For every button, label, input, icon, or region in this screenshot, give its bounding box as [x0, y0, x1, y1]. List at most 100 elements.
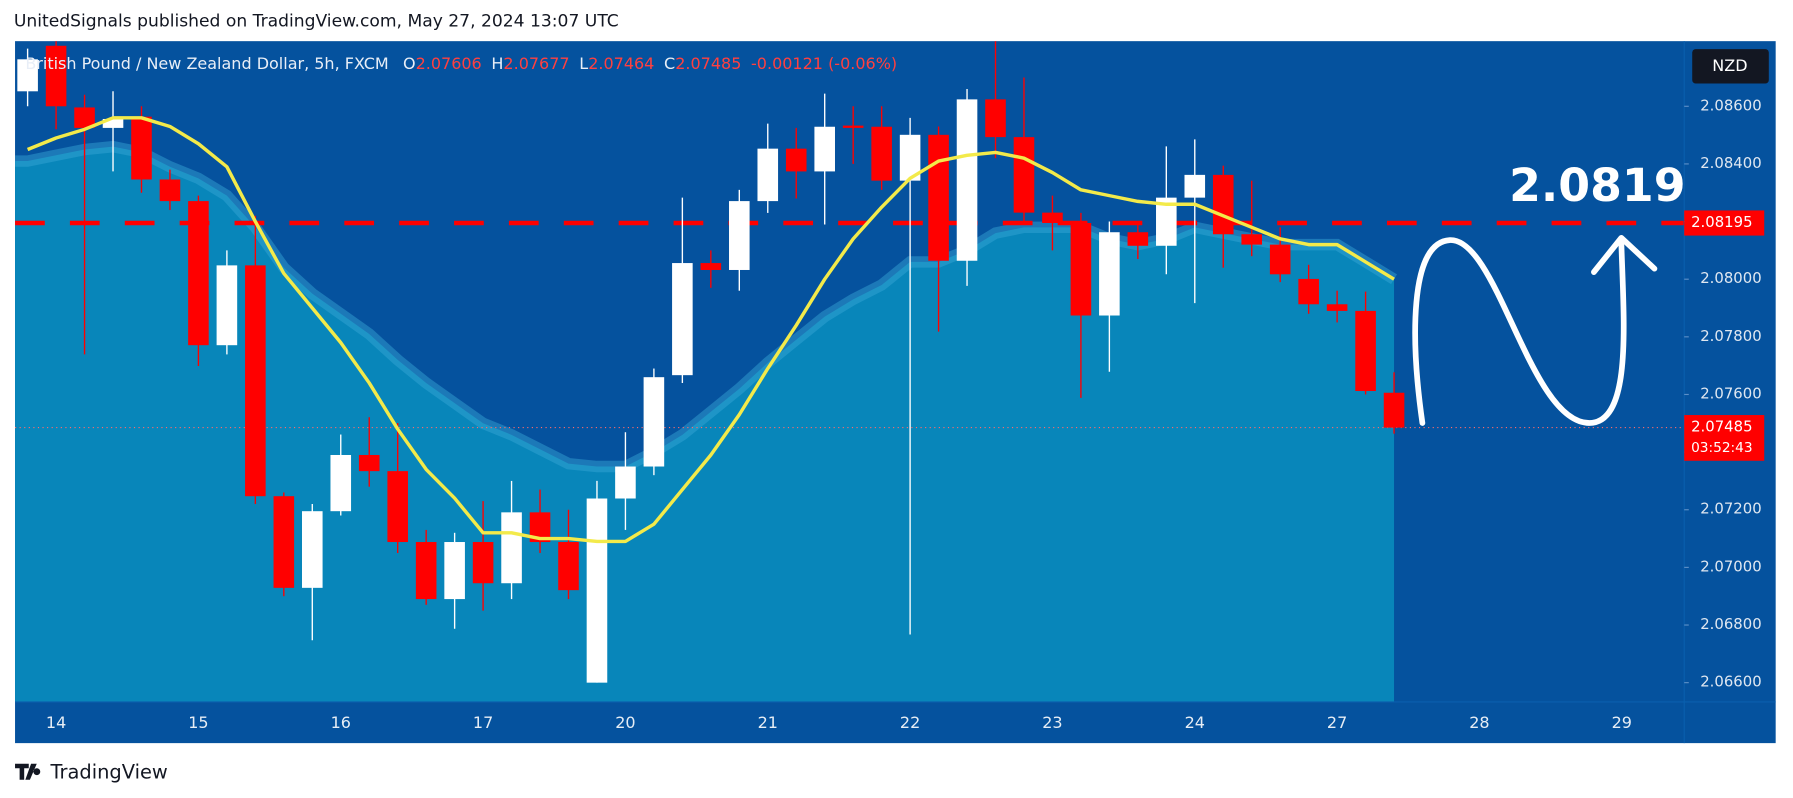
- candle-body: [529, 512, 551, 543]
- candle-body: [1355, 310, 1376, 392]
- candle-body: [757, 148, 779, 202]
- close-value: 2.07485: [675, 54, 741, 73]
- y-tick-label: 2.07600: [1700, 384, 1761, 402]
- ohlc-letter: C: [664, 54, 675, 73]
- candle-body: [672, 263, 693, 376]
- currency-box: [1692, 49, 1769, 84]
- x-tick-label: 14: [46, 713, 66, 732]
- candle-body: [415, 542, 437, 600]
- candle-body: [1326, 304, 1348, 311]
- candle-body: [216, 265, 238, 346]
- candle-body: [643, 377, 665, 467]
- candle-body: [814, 126, 835, 172]
- candle-body: [899, 134, 921, 181]
- y-tick-label: 2.07000: [1700, 557, 1761, 575]
- low-value: 2.07464: [588, 54, 654, 73]
- candle-body: [188, 201, 209, 346]
- candle-body: [1042, 212, 1063, 224]
- y-tick-label: 2.06800: [1700, 615, 1761, 633]
- ohlc-letter: H: [491, 54, 503, 73]
- candle-body: [444, 542, 465, 600]
- x-tick-label: 22: [900, 713, 920, 732]
- candle-body: [102, 118, 124, 128]
- ma-line: [26, 116, 1395, 544]
- candle-body: [871, 126, 892, 181]
- x-tick-label: 24: [1185, 713, 1205, 732]
- x-tick-label: 23: [1042, 713, 1062, 732]
- candle-body: [245, 265, 266, 497]
- candle-body: [985, 99, 1006, 138]
- ohlc-letter: O: [403, 54, 416, 73]
- candle-body: [472, 542, 494, 584]
- y-tick-label: 2.07800: [1700, 327, 1761, 345]
- candle-body: [1013, 137, 1035, 213]
- candle-body: [1383, 392, 1405, 428]
- symbol-name: British Pound / New Zealand Dollar, 5h, …: [25, 54, 388, 73]
- y-tick-label: 2.06600: [1700, 673, 1761, 691]
- candle-body: [956, 99, 978, 261]
- logo-icon: [15, 763, 41, 780]
- candle-body: [45, 45, 67, 107]
- candle-body: [842, 125, 864, 128]
- x-tick-label: 15: [188, 713, 208, 732]
- candle-body: [1269, 244, 1291, 275]
- candle-body: [17, 59, 38, 92]
- x-tick-label: 27: [1327, 713, 1347, 732]
- price-label: 2.07485: [1691, 418, 1752, 436]
- candle-body: [928, 134, 949, 261]
- y-tick-label: 2.08400: [1700, 154, 1761, 172]
- plot-area: [15, 41, 1685, 702]
- candle-body: [1241, 234, 1263, 245]
- candle-body: [273, 496, 295, 588]
- candle-body: [74, 107, 95, 128]
- candle-body: [1156, 197, 1177, 246]
- candle-body: [501, 512, 522, 584]
- candle-body: [700, 263, 722, 270]
- y-tick-label: 2.08600: [1700, 96, 1761, 114]
- candle-body: [586, 498, 608, 683]
- change-percent: (-0.06%): [828, 54, 897, 73]
- countdown: 03:52:43: [1691, 440, 1753, 456]
- candle-body: [302, 511, 323, 588]
- x-tick-label: 28: [1469, 713, 1489, 732]
- candle-body: [1127, 232, 1149, 246]
- x-tick-label: 29: [1612, 713, 1632, 732]
- candle-body: [1070, 223, 1092, 316]
- level-label: 2.08195: [1691, 213, 1752, 231]
- candle-body: [615, 466, 636, 499]
- candle-body: [729, 201, 750, 270]
- x-tick-label: 17: [473, 713, 493, 732]
- candle-body: [1099, 232, 1120, 316]
- candle-body: [558, 542, 579, 591]
- y-tick-label: 2.07200: [1700, 500, 1761, 518]
- arrow-head: [1591, 234, 1658, 275]
- candle-body: [358, 454, 380, 472]
- candle-body: [1212, 174, 1234, 235]
- candle-body: [131, 116, 152, 180]
- open-value: 2.07606: [416, 54, 482, 73]
- candle-body: [330, 454, 352, 512]
- high-value: 2.07677: [503, 54, 569, 73]
- level-label-box: [1684, 210, 1765, 236]
- ma-cloud: [15, 146, 1395, 702]
- logo-text: TradingView: [49, 760, 167, 783]
- price-label-box: [1684, 415, 1765, 461]
- currency: NZD: [1712, 56, 1747, 75]
- candle-body: [785, 148, 807, 172]
- x-tick-label: 21: [758, 713, 778, 732]
- candle-body: [1184, 174, 1206, 198]
- header: UnitedSignals published on TradingView.c…: [14, 12, 619, 32]
- annotation: 2.0819: [1509, 159, 1685, 212]
- x-tick-label: 20: [615, 713, 635, 732]
- candle-body: [1298, 278, 1319, 305]
- x-tick-label: 16: [331, 713, 351, 732]
- legend: British Pound / New Zealand Dollar, 5h, …: [25, 54, 897, 73]
- change-value: -0.00121: [751, 54, 823, 73]
- candle-body: [159, 179, 181, 202]
- ohlc-letter: L: [579, 54, 588, 73]
- projection-arrow: [1412, 237, 1627, 426]
- candle-body: [387, 471, 408, 543]
- y-tick-label: 2.08000: [1700, 269, 1761, 287]
